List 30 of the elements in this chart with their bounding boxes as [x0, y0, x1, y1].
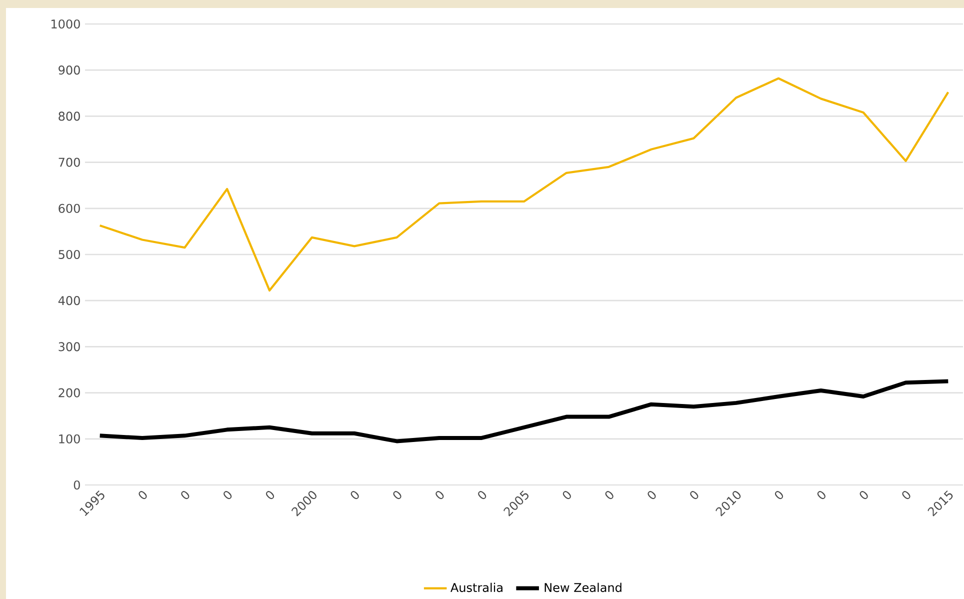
y-tick-label: 900: [58, 66, 80, 75]
legend-label: Australia: [450, 582, 502, 592]
x-tick-label: 0: [138, 491, 147, 500]
x-tick-label: 0: [860, 491, 868, 500]
x-tick-label: 0: [817, 491, 826, 500]
legend-label: New Zealand: [544, 582, 622, 592]
x-tick-label: 0: [436, 491, 444, 500]
x-tick-label: 0: [224, 491, 232, 500]
y-tick-label: 800: [58, 112, 80, 121]
line-series: [98, 77, 950, 292]
y-tick-label: 1000: [52, 19, 80, 29]
y-tick-label: 0: [74, 480, 80, 490]
x-tick-label: 0: [181, 491, 190, 500]
y-tick-label: 700: [58, 158, 80, 167]
x-tick-label: 0: [266, 491, 274, 500]
x-tick-label: 0: [774, 491, 784, 500]
y-tick-label: 300: [58, 342, 80, 352]
x-tick-label: 0: [690, 491, 698, 500]
x-tick-label: 0: [605, 491, 614, 500]
x-tick-label: 0: [648, 491, 656, 500]
y-tick-label: 200: [58, 388, 80, 398]
x-tick-label: 0: [902, 491, 910, 500]
y-tick-label: 600: [58, 204, 80, 213]
x-tick-label: 0: [350, 491, 359, 500]
x-tick-label: 0: [478, 491, 486, 500]
y-tick-label: 500: [58, 250, 80, 260]
x-tick-label: 0: [393, 491, 402, 500]
y-tick-label: 100: [59, 434, 80, 444]
y-tick-label: 400: [58, 296, 80, 306]
x-tick-label: 0: [562, 491, 571, 500]
